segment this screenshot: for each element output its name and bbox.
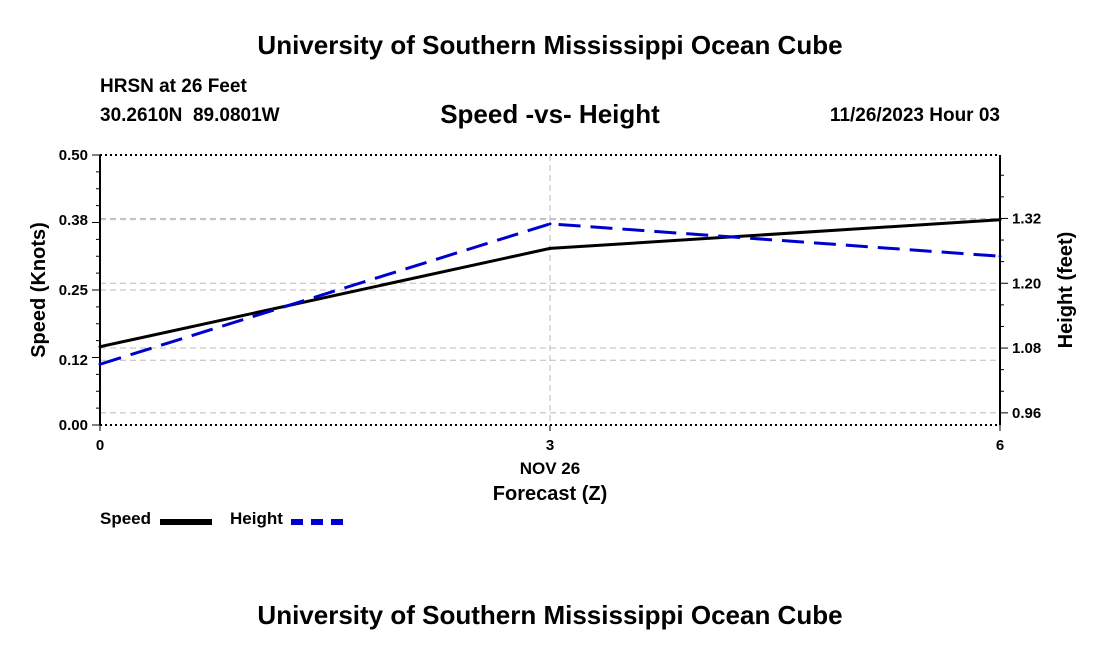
legend-height-label: Height	[230, 509, 283, 528]
data-point-height	[98, 362, 102, 366]
tick-label-right: 0.96	[1012, 405, 1041, 422]
tick-label-right: 1.20	[1012, 275, 1041, 292]
station-label: HRSN at 26 Feet	[100, 76, 247, 97]
series-line-height	[99, 222, 1001, 366]
data-point-speed	[998, 218, 1002, 222]
legend-height-swatch	[291, 519, 343, 525]
data-point-speed	[548, 246, 552, 250]
tick-label-x: 6	[996, 437, 1004, 454]
tick-label-right: 1.08	[1012, 340, 1041, 357]
tick-label-left: 0.38	[59, 212, 88, 229]
chart-title: University of Southern Mississippi Ocean…	[257, 30, 843, 60]
legend-speed-label: Speed	[100, 509, 152, 528]
x-axis-date-label: NOV 26	[520, 459, 580, 478]
date-hour-label: 11/26/2023 Hour 03	[829, 105, 1000, 126]
tick-label-x: 3	[546, 437, 554, 454]
tick-label-left: 0.25	[59, 282, 88, 299]
tick-label-x: 0	[96, 437, 104, 454]
chart-subtitle: Speed -vs- Height	[440, 99, 660, 129]
coordinates-label: 30.2610N 89.0801W	[100, 105, 280, 126]
tick-label-left: 0.50	[59, 147, 88, 164]
footer-title: University of Southern Mississippi Ocean…	[257, 600, 843, 630]
tick-label-left: 0.12	[59, 352, 88, 369]
y-axis-right-label: Height (feet)	[1055, 232, 1077, 349]
x-axis-label: Forecast (Z)	[493, 483, 607, 505]
y-axis-left-label: Speed (Knots)	[28, 222, 50, 358]
data-point-height	[998, 254, 1002, 258]
tick-label-right: 1.32	[1012, 210, 1041, 227]
legend-speed-swatch	[160, 519, 212, 525]
data-point-speed	[98, 345, 102, 349]
tick-label-left: 0.00	[59, 417, 88, 434]
data-point-height	[548, 222, 552, 226]
